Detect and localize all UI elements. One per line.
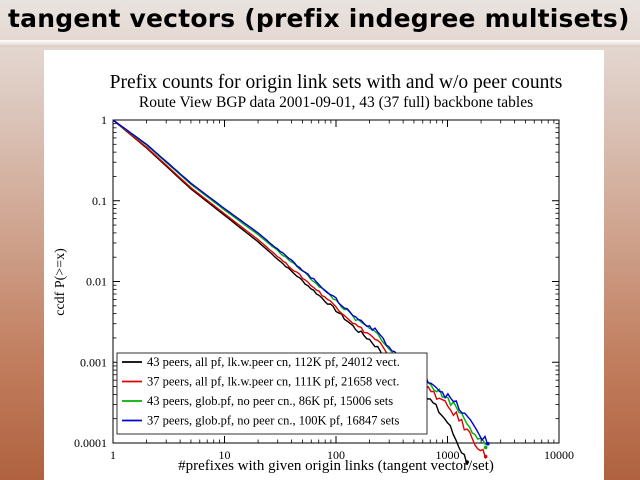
y-axis-label: ccdf P(>=x) <box>53 248 68 316</box>
slide-title: tangent vectors (prefix indegree multise… <box>8 4 630 33</box>
y-tick-label: 0.01 <box>86 275 107 289</box>
x-axis-label: #prefixes with given origin links (tange… <box>178 458 494 474</box>
legend-label: 43 peers, glob.pf, no peer cn., 86K pf, … <box>147 394 393 408</box>
axes-layer: 1 10 100 1000 10000 1 0.1 0.01 0.001 0.0001 <box>74 113 574 462</box>
ccdf-chart: Prefix counts for origin link sets with … <box>53 72 574 474</box>
x-tick-label: 100 <box>327 448 345 462</box>
series-end-point <box>483 454 488 459</box>
legend-label: 37 peers, all pf, lk.w.peer cn, 111K pf,… <box>147 375 399 389</box>
y-tick-label: 0.0001 <box>74 436 107 450</box>
series-end-point <box>483 445 488 450</box>
y-tick-label: 1 <box>101 113 107 127</box>
y-tick-label: 0.1 <box>92 194 107 208</box>
legend: 43 peers, all pf, lk.w.peer cn, 112K pf,… <box>116 352 428 435</box>
title-rule <box>0 40 640 47</box>
x-tick-label: 10 <box>219 448 231 462</box>
series-end-point <box>486 441 490 446</box>
x-tick-label: 1 <box>110 448 116 462</box>
x-tick-label: 1000 <box>436 448 460 462</box>
chart-subtitle: Route View BGP data 2001-09-01, 43 (37 f… <box>139 94 533 111</box>
legend-entries: 43 peers, all pf, lk.w.peer cn, 112K pf,… <box>122 355 400 428</box>
series-end-point <box>465 460 469 464</box>
chart-panel: Prefix counts for origin link sets with … <box>44 50 604 480</box>
chart-title: Prefix counts for origin link sets with … <box>110 72 563 93</box>
y-tick-label: 0.001 <box>80 355 107 369</box>
legend-label: 43 peers, all pf, lk.w.peer cn, 112K pf,… <box>147 355 400 369</box>
x-tick-label: 10000 <box>544 448 574 462</box>
legend-box <box>116 352 428 435</box>
legend-label: 37 peers, glob.pf, no peer cn., 100K pf,… <box>147 414 400 428</box>
